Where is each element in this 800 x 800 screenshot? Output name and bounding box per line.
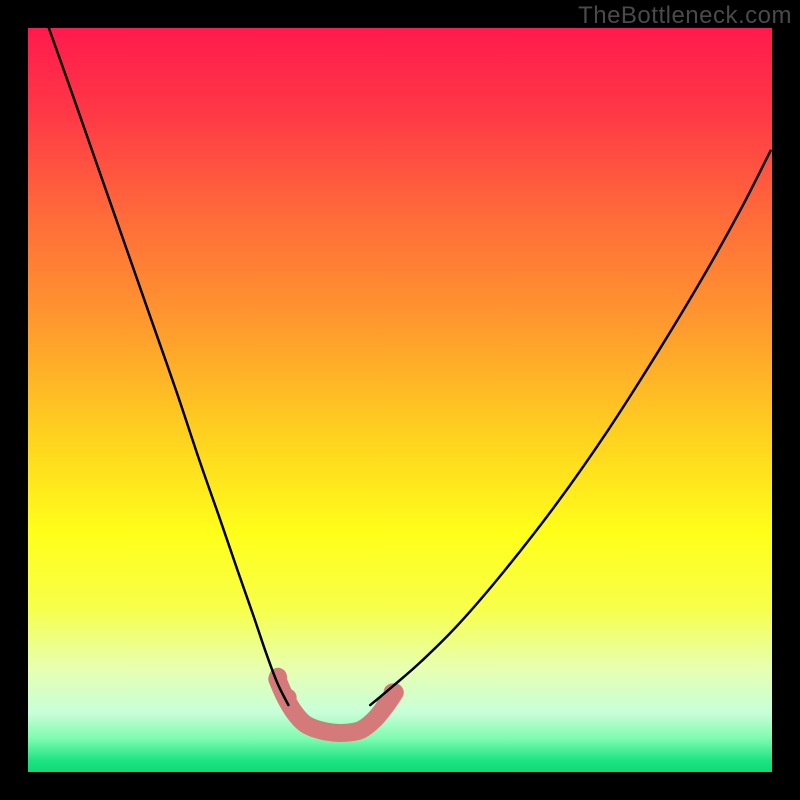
- gradient-background: [28, 28, 772, 772]
- watermark: TheBottleneck.com: [578, 2, 792, 30]
- chart-svg: [28, 28, 772, 772]
- plot-area: [28, 28, 772, 772]
- stage: TheBottleneck.com: [0, 0, 800, 800]
